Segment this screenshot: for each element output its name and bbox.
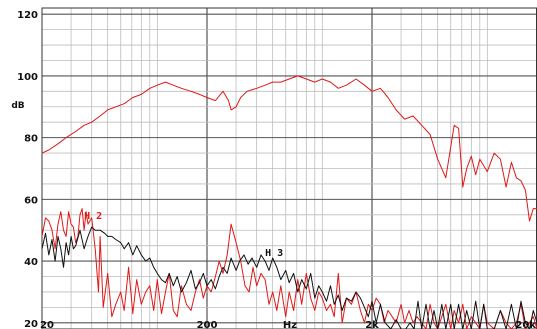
- y-tick-label: 100: [17, 72, 38, 83]
- tick-labels: 20 40 60 80 100 120 20 200 2k 20k: [17, 10, 536, 329]
- y-axis-label: dB: [11, 101, 24, 111]
- series-layer: [41, 75, 537, 329]
- annotation-h2: H 2: [84, 211, 102, 222]
- series-line-h3: [41, 226, 537, 329]
- annotation-h3: H 3: [265, 248, 283, 259]
- y-tick-label: 20: [24, 319, 38, 329]
- y-tick-label: 80: [24, 134, 38, 145]
- y-tick-label: 120: [17, 10, 38, 21]
- series-line-fundamental: [41, 75, 537, 222]
- annotations: H 2 H 3: [84, 211, 283, 259]
- x-tick-label: 200: [197, 320, 218, 329]
- x-axis-label: Hz: [283, 320, 297, 329]
- y-tick-label: 60: [24, 195, 38, 206]
- y-tick-label: 40: [24, 257, 38, 268]
- series-line-h2: [41, 208, 537, 329]
- grid: [41, 7, 537, 329]
- x-tick-label: 20k: [515, 320, 536, 329]
- x-tick-label: 20: [40, 320, 54, 329]
- x-tick-label: 2k: [365, 320, 379, 329]
